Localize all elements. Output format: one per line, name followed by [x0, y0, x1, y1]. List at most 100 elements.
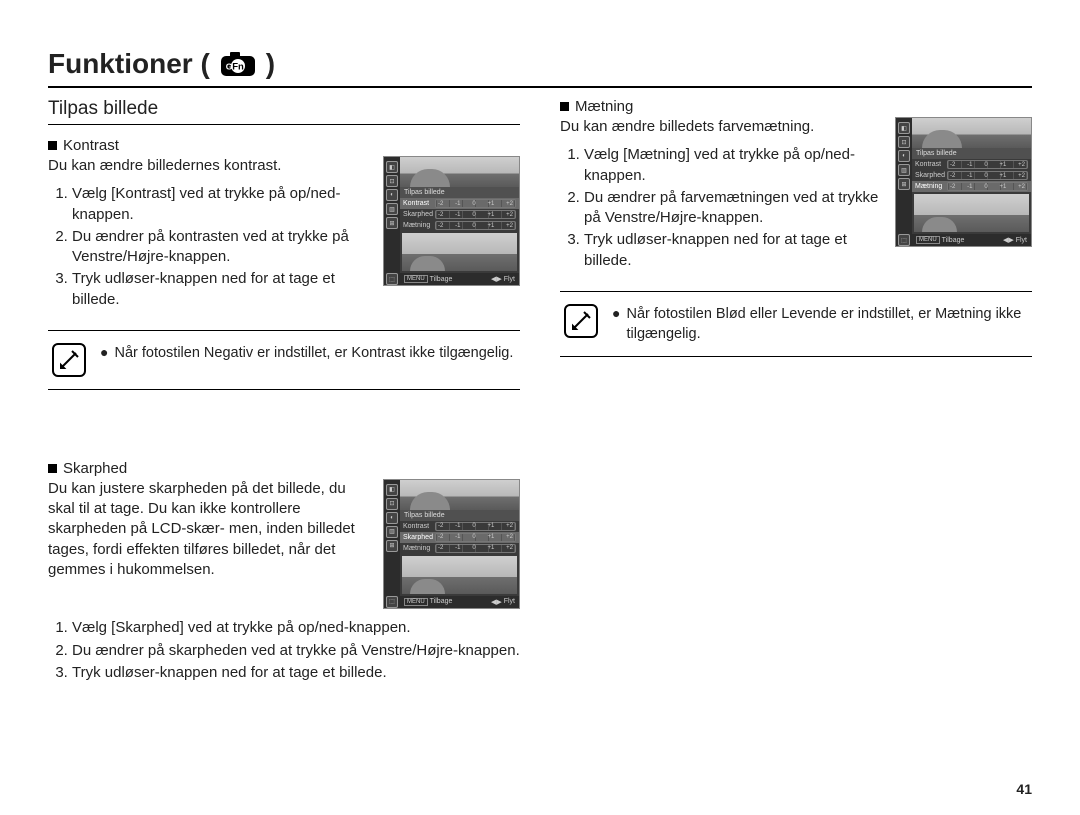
step-item: Du ændrer på skarpheden ved at trykke på… [72, 640, 520, 662]
move-arrows-icon: ◀▶ [491, 275, 502, 283]
skarphed-label-text: Skarphed [63, 460, 127, 477]
lcd-side-icon: ⊡ [898, 136, 910, 148]
lcd-footer: MENU Tilbage ◀▶ Flyt [400, 273, 519, 285]
lcd-slider: -2-10+1+2 [435, 199, 516, 208]
maetning-steps: Vælg [Mætning] ved at trykke på op/ned-k… [560, 145, 885, 271]
note-icon [52, 343, 86, 377]
maetning-note-text: Når fotostilen Blød eller Levende er ind… [626, 304, 1032, 345]
lcd-thumb [914, 194, 1029, 232]
kontrast-block: Kontrast Du kan ændre billedernes kontra… [48, 137, 520, 312]
step-item: Vælg [Mætning] ved at trykke på op/ned-k… [584, 145, 885, 186]
lcd-header: Tilpas billede [400, 510, 519, 521]
lcd-param-name: Kontrast [915, 161, 945, 168]
kontrast-label-text: Kontrast [63, 137, 119, 154]
title-text-right: ) [266, 48, 275, 80]
lcd-slider: -2-10+1+2 [435, 544, 516, 553]
kontrast-note-text: Når fotostilen Negativ er indstillet, er… [114, 343, 513, 363]
step-item: Tryk udløser-knappen ned for at tage et … [72, 269, 373, 310]
lcd-thumb [402, 556, 517, 594]
lcd-side-icon: ⊞ [386, 540, 398, 552]
lcd-thumb [402, 233, 517, 271]
lcd-side-icon: ⬚ [898, 234, 910, 246]
maetning-desc: Du kan ændre billedets farvemætning. [560, 117, 885, 137]
square-bullet-icon [48, 464, 57, 473]
lcd-param-name: Mætning [403, 545, 433, 552]
lcd-param-name: Skarphed [403, 211, 433, 218]
lcd-param-name: Skarphed [403, 534, 433, 541]
step-item: Vælg [Skarphed] ved at trykke på op/ned-… [72, 617, 520, 639]
right-column: Mætning Du kan ændre billedets farvemætn… [560, 98, 1032, 702]
title-text-left: Funktioner ( [48, 48, 210, 80]
step-item: Du ændrer på kontrasten ved at trykke på… [72, 227, 373, 268]
subsection-title: Tilpas billede [48, 98, 520, 125]
lcd-preview [912, 118, 1031, 148]
bullet-icon: ● [100, 343, 108, 363]
svg-text:Fn: Fn [232, 62, 244, 73]
maetning-block: Mætning Du kan ændre billedets farvemætn… [560, 98, 1032, 273]
lcd-slider: -2-10+1+2 [435, 221, 516, 230]
maetning-label: Mætning [560, 98, 1032, 115]
lcd-key-menu: MENU [404, 275, 428, 283]
svg-text:G: G [225, 62, 232, 72]
note-icon [564, 304, 598, 338]
lcd-side-icon: ◐ [386, 189, 398, 201]
maetning-label-text: Mætning [575, 98, 633, 115]
camera-icon: Fn G [220, 51, 256, 77]
lcd-side-icon: ◧ [386, 484, 398, 496]
bullet-icon: ● [612, 304, 620, 345]
maetning-note: ●Når fotostilen Blød eller Levende er in… [560, 291, 1032, 358]
skarphed-label: Skarphed [48, 460, 520, 477]
lcd-screenshot-kontrast: ◧ ⊡ ◐ ▥ ⊞ ⬚ Tilpas billede Kontrast-2-10… [383, 156, 520, 286]
lcd-param-name: Skarphed [915, 172, 945, 179]
move-arrows-icon: ◀▶ [1003, 236, 1014, 244]
lcd-side-icon: ⊡ [386, 498, 398, 510]
lcd-screenshot-skarphed: ◧ ⊡ ◐ ▥ ⊞ ⬚ Tilpas billede Kontrast-2-10… [383, 479, 520, 609]
skarphed-block: Skarphed Du kan justere skarpheden på de… [48, 460, 520, 684]
lcd-param-name: Kontrast [403, 200, 433, 207]
lcd-side-icon: ⬚ [386, 596, 398, 608]
lcd-param-name: Mætning [915, 183, 945, 190]
lcd-side-icon: ⬚ [386, 273, 398, 285]
lcd-side-icon: ▥ [386, 526, 398, 538]
lcd-param-name: Mætning [403, 222, 433, 229]
lcd-footer: MENU Tilbage ◀▶ Flyt [400, 596, 519, 608]
lcd-slider: -2-10+1+2 [435, 533, 516, 542]
lcd-slider: -2-10+1+2 [947, 182, 1028, 191]
lcd-screenshot-maetning: ◧ ⊡ ◐ ▥ ⊞ ⬚ Tilpas billede Kontrast-2-10… [895, 117, 1032, 247]
page-title: Funktioner ( Fn G ) [48, 48, 1032, 88]
lcd-param-name: Kontrast [403, 523, 433, 530]
kontrast-label: Kontrast [48, 137, 520, 154]
lcd-slider: -2-10+1+2 [947, 160, 1028, 169]
square-bullet-icon [48, 141, 57, 150]
square-bullet-icon [560, 102, 569, 111]
lcd-slider: -2-10+1+2 [947, 171, 1028, 180]
left-column: Tilpas billede Kontrast Du kan ændre bil… [48, 98, 520, 702]
lcd-side-icon: ◧ [386, 161, 398, 173]
lcd-header: Tilpas billede [912, 148, 1031, 159]
lcd-side-icon: ⊞ [898, 178, 910, 190]
lcd-header: Tilpas billede [400, 187, 519, 198]
lcd-preview [400, 157, 519, 187]
lcd-side-icon: ▥ [386, 203, 398, 215]
kontrast-steps: Vælg [Kontrast] ved at trykke på op/ned-… [48, 184, 373, 310]
lcd-slider: -2-10+1+2 [435, 210, 516, 219]
skarphed-desc: Du kan justere skarpheden på det billede… [48, 479, 373, 580]
lcd-side-icon: ▥ [898, 164, 910, 176]
step-item: Tryk udløser-knappen ned for at tage et … [584, 230, 885, 271]
lcd-footer: MENU Tilbage ◀▶ Flyt [912, 234, 1031, 246]
lcd-side-icon: ⊞ [386, 217, 398, 229]
lcd-side-icon: ◐ [898, 150, 910, 162]
skarphed-steps: Vælg [Skarphed] ved at trykke på op/ned-… [48, 617, 520, 684]
page-number: 41 [1016, 781, 1032, 797]
step-item: Vælg [Kontrast] ved at trykke på op/ned-… [72, 184, 373, 225]
move-arrows-icon: ◀▶ [491, 598, 502, 606]
kontrast-note: ● Når fotostilen Negativ er indstillet, e… [48, 330, 520, 390]
lcd-key-menu: MENU [404, 598, 428, 606]
step-item: Du ændrer på farvemætningen ved at trykk… [584, 188, 885, 229]
step-item: Tryk udløser-knappen ned for at tage et … [72, 662, 520, 684]
lcd-key-menu: MENU [916, 236, 940, 244]
lcd-side-icon: ⊡ [386, 175, 398, 187]
lcd-preview [400, 480, 519, 510]
kontrast-desc: Du kan ændre billedernes kontrast. [48, 156, 373, 176]
lcd-slider: -2-10+1+2 [435, 522, 516, 531]
